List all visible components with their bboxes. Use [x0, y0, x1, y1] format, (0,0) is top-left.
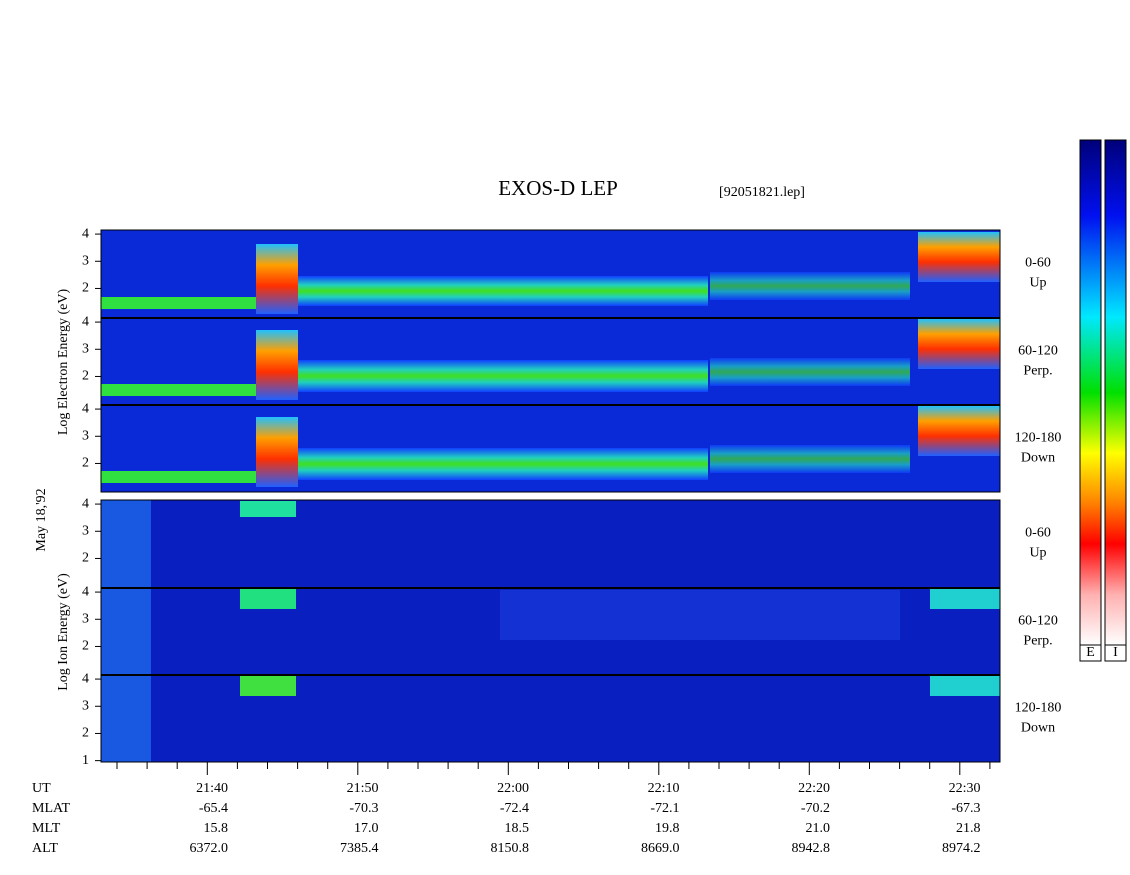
- panel-sublabel: Perp.: [1023, 364, 1052, 379]
- colorbar-label: I: [1113, 645, 1118, 660]
- title: EXOS-D LEP: [498, 176, 618, 200]
- row-label: UT: [32, 781, 51, 796]
- row-value: -70.3: [349, 801, 378, 816]
- row-value: -65.4: [199, 801, 228, 816]
- row-label: MLT: [32, 821, 61, 836]
- row-value: -67.3: [951, 801, 980, 816]
- panel-label: 60-120: [1018, 344, 1058, 359]
- y-tick-label: 3: [82, 428, 89, 443]
- file-name: [92051821.lep]: [719, 185, 805, 200]
- row-label: MLAT: [32, 801, 71, 816]
- y-tick-label: 2: [82, 456, 89, 471]
- row-value: 19.8: [655, 821, 680, 836]
- panel-sublabel: Up: [1029, 546, 1046, 561]
- panel-sublabel: Down: [1021, 451, 1055, 466]
- panel-label: 60-120: [1018, 614, 1058, 629]
- row-value: 17.0: [354, 821, 379, 836]
- row-value: 22:10: [648, 781, 680, 796]
- row-value: 15.8: [204, 821, 229, 836]
- y-tick-label: 3: [82, 341, 89, 356]
- row-value: 22:20: [798, 781, 830, 796]
- y-tick-label: 3: [82, 253, 89, 268]
- y-tick-label: 2: [82, 726, 89, 741]
- y-tick-label: 2: [82, 551, 89, 566]
- panel-label: 120-180: [1015, 701, 1062, 716]
- row-value: 22:00: [497, 781, 529, 796]
- y-tick-label: 4: [82, 314, 89, 329]
- y-tick-label: 3: [82, 523, 89, 538]
- electron-axis-label: Log Electron Energy (eV): [56, 289, 71, 436]
- date-label: May 18,'92: [34, 488, 49, 551]
- row-value: -72.4: [500, 801, 529, 816]
- row-value: -72.1: [650, 801, 679, 816]
- row-value: 21:40: [196, 781, 228, 796]
- y-tick-label: 1: [82, 753, 89, 768]
- y-tick-label: 2: [82, 369, 89, 384]
- row-value: 21:50: [347, 781, 379, 796]
- y-tick-label: 4: [82, 671, 89, 686]
- row-value: 8669.0: [641, 841, 680, 856]
- panel-sublabel: Up: [1029, 276, 1046, 291]
- y-tick-label: 4: [82, 584, 89, 599]
- row-value: 8150.8: [491, 841, 530, 856]
- row-value: 7385.4: [340, 841, 379, 856]
- colorbar-label: E: [1086, 645, 1095, 660]
- panel-sublabel: Perp.: [1023, 634, 1052, 649]
- ion-axis-label: Log Ion Energy (eV): [56, 573, 71, 691]
- row-value: 21.0: [806, 821, 831, 836]
- row-label: ALT: [32, 841, 58, 856]
- row-value: 21.8: [956, 821, 981, 836]
- panel-label: 0-60: [1025, 526, 1051, 541]
- panel-label: 120-180: [1015, 431, 1062, 446]
- row-value: 6372.0: [190, 841, 229, 856]
- row-value: 22:30: [949, 781, 981, 796]
- spectrogram-images: [100, 229, 1001, 763]
- panel-label: 0-60: [1025, 256, 1051, 271]
- panel-sublabel: Down: [1021, 721, 1055, 736]
- row-value: 18.5: [505, 821, 530, 836]
- row-value: -70.2: [801, 801, 830, 816]
- colorbars: [1079, 139, 1127, 662]
- y-tick-label: 3: [82, 698, 89, 713]
- y-tick-label: 4: [82, 401, 89, 416]
- ion-features: [101, 500, 1000, 762]
- y-tick-label: 3: [82, 611, 89, 626]
- y-tick-label: 4: [82, 496, 89, 511]
- y-tick-label: 2: [82, 639, 89, 654]
- y-tick-label: 2: [82, 281, 89, 296]
- row-value: 8974.2: [942, 841, 981, 856]
- row-value: 8942.8: [792, 841, 831, 856]
- electron-features: [101, 232, 1000, 487]
- y-tick-label: 4: [82, 226, 89, 241]
